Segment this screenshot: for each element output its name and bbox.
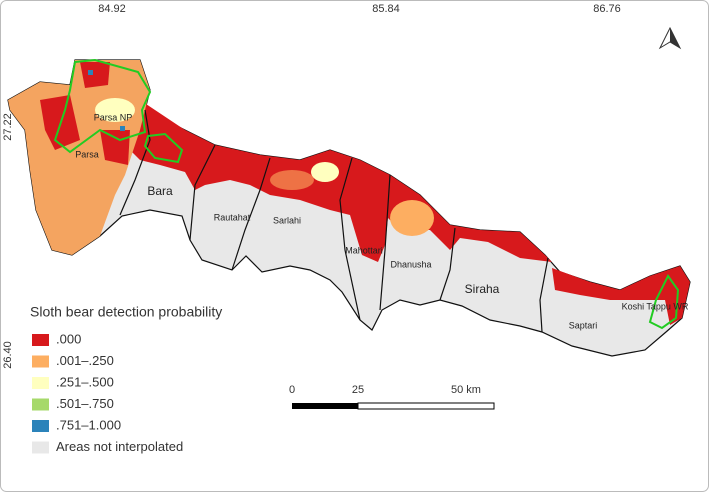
probability-mid [311,162,339,182]
district-boundaries [119,109,549,333]
north-arrow [670,28,680,48]
legend-swatch [32,398,49,411]
probability-high [120,126,125,131]
legend-label: Areas not interpolated [56,439,183,454]
legend-swatch [32,441,49,454]
legend-label: .751–1.000 [56,417,121,432]
longitude-label: 84.92 [98,3,126,15]
scale-label: 50 km [451,384,481,396]
probability-low [270,170,314,190]
legend-swatch [32,334,49,346]
latitude-label: 26.40 [2,341,14,369]
legend-label: .251–.500 [56,374,114,389]
district-label: Bara [147,184,173,198]
latitude-label: 27.22 [2,113,14,141]
legend-swatch [32,420,49,432]
probability-zero [130,100,552,262]
district-label: Koshi Tappu WR [622,301,689,311]
scale-bar [292,403,358,409]
district-label: Parsa NP [94,112,133,122]
probability-mid [95,98,135,122]
probability-zero [552,266,690,325]
legend-label: .501–.750 [56,396,114,411]
legend-swatch [32,355,49,368]
district-label: Sarlahi [273,215,301,225]
district-label: Mahottari [345,245,383,255]
district-label: Siraha [465,282,500,296]
district-label: Rautahat [214,212,251,222]
district-label: Dhanusha [390,259,431,269]
scale-label: 25 [352,384,364,396]
protected-area [53,58,152,154]
legend-label: .000 [56,331,81,346]
district-label: Saptari [569,320,598,330]
scale-bar [357,402,495,410]
legend-swatch [32,377,49,389]
protected-area [143,132,184,164]
probability-zero [80,62,110,88]
probability-low [390,200,434,236]
legend-label: .001–.250 [56,353,114,368]
district-label: Parsa [75,149,99,159]
longitude-label: 86.76 [593,3,621,15]
scale-label: 0 [289,384,295,396]
protected-area [648,274,680,330]
longitude-label: 85.84 [372,3,400,15]
probability-high [88,70,93,75]
legend-title: Sloth bear detection probability [30,304,222,320]
